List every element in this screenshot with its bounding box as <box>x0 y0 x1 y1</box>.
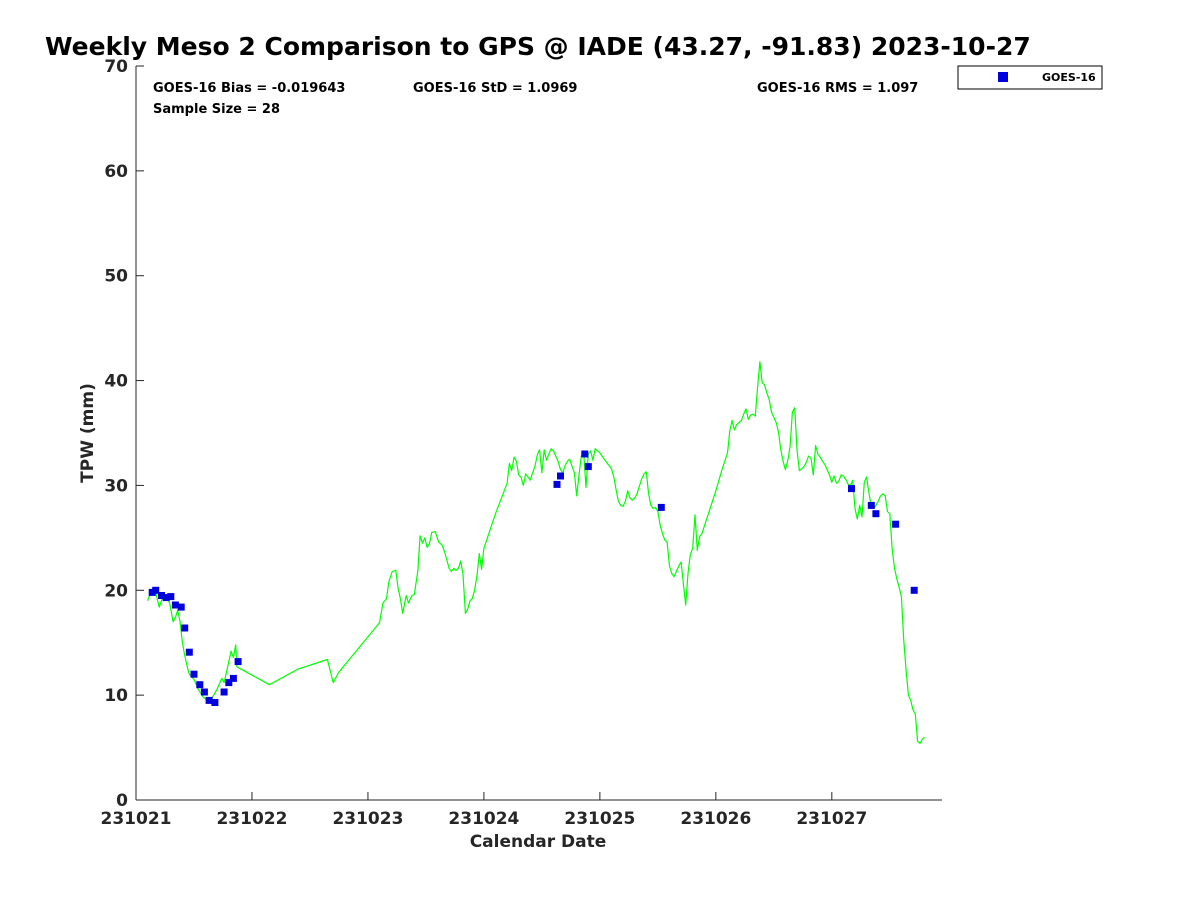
goes16-point <box>177 603 185 611</box>
x-tick-label: 231022 <box>216 809 287 829</box>
legend-box <box>957 65 1103 90</box>
goes16-point <box>220 688 228 696</box>
stat-std: GOES-16 StD = 1.0969 <box>413 81 577 96</box>
stat-sample-size: Sample Size = 28 <box>153 102 280 117</box>
axes: 0 10 20 30 40 50 60 70 231021 231022 231023 231024 2… <box>101 57 942 829</box>
goes16-point <box>158 592 165 599</box>
goes16-point <box>848 485 855 493</box>
goes16-point <box>867 501 875 509</box>
goes16-point <box>162 594 170 602</box>
goes16-point <box>553 480 561 488</box>
goes16-point <box>152 586 160 594</box>
goes16-point <box>234 658 242 666</box>
goes16-point <box>211 699 219 706</box>
y-tick-label: 30 <box>104 476 128 496</box>
chart-title: Weekly Meso 2 Comparison to GPS @ IADE (… <box>45 32 1031 61</box>
y-axis-label: TPW (mm) <box>78 383 98 483</box>
y-tick-label: 20 <box>104 581 128 601</box>
goes16-point <box>557 472 564 480</box>
x-axis-label: Calendar Date <box>470 832 607 852</box>
legend: GOES-16 <box>957 65 1103 90</box>
goes16-point <box>225 679 233 687</box>
y-tick-label: 60 <box>104 162 128 182</box>
goes16-point <box>584 463 592 471</box>
goes16-point <box>196 681 204 689</box>
x-tick-label: 231026 <box>680 809 751 829</box>
goes16-point <box>200 688 208 696</box>
goes16-point <box>185 648 193 656</box>
x-tick-label: 231027 <box>796 809 867 829</box>
goes16-point <box>657 503 665 511</box>
legend-marker-goes16 <box>998 72 1008 82</box>
y-tick-label: 40 <box>104 372 128 392</box>
goes16-point <box>205 696 213 704</box>
y-tick-label: 10 <box>104 686 128 706</box>
goes16-point <box>229 674 237 682</box>
goes16-point <box>892 520 900 528</box>
x-tick-label: 231023 <box>332 809 403 829</box>
x-tick-label: 231024 <box>448 809 519 829</box>
y-tick-label: 0 <box>116 791 128 811</box>
x-tick-label: 231025 <box>564 809 635 829</box>
x-tick-label: 231021 <box>101 809 172 829</box>
goes16-point <box>190 670 198 678</box>
goes16-point <box>872 510 880 518</box>
legend-label-goes16: GOES-16 <box>1042 71 1096 84</box>
y-tick-label: 50 <box>104 267 128 287</box>
gps-tpw-line <box>147 361 926 745</box>
stat-rms: GOES-16 RMS = 1.097 <box>757 81 918 96</box>
series-layer <box>147 361 926 745</box>
goes16-point <box>167 593 175 601</box>
goes16-point <box>181 624 189 632</box>
goes16-point <box>171 601 179 609</box>
y-tick-label: 70 <box>104 57 128 77</box>
goes16-point <box>581 450 589 458</box>
goes16-point <box>910 586 918 594</box>
stat-bias: GOES-16 Bias = -0.019643 <box>153 81 345 96</box>
